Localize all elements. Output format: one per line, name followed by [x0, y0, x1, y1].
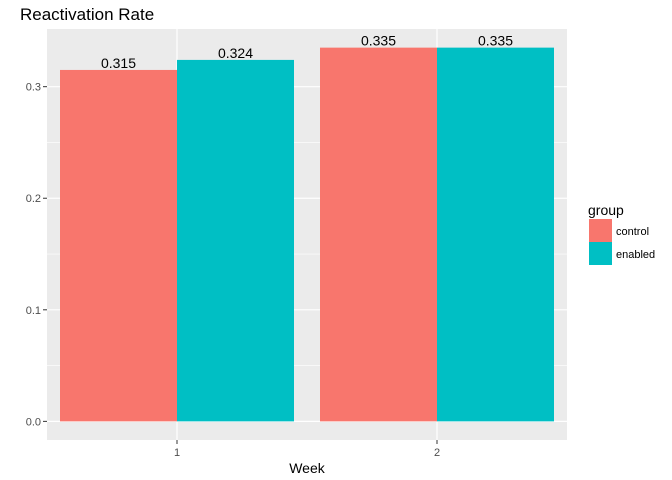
data-label: 0.335 [478, 33, 513, 49]
bars [60, 47, 554, 422]
data-labels: 0.315 0.324 0.335 0.335 [101, 33, 513, 71]
x-tick-label: 2 [434, 447, 440, 459]
chart-title: Reactivation Rate [20, 5, 154, 24]
data-label: 0.335 [361, 33, 396, 49]
legend-label: control [616, 226, 649, 238]
legend-key-control [589, 219, 612, 242]
legend-title: group [588, 202, 624, 218]
y-tick-label: 0.2 [26, 193, 41, 205]
y-tick-label: 0.1 [26, 305, 41, 317]
y-tick-label: 0.0 [26, 416, 41, 428]
y-tick-label: 0.3 [26, 82, 41, 94]
data-label: 0.324 [218, 45, 253, 61]
legend: group control enabled [588, 202, 655, 265]
data-label: 0.315 [101, 55, 136, 71]
legend-label: enabled [616, 249, 655, 261]
x-tick-label: 1 [174, 447, 180, 459]
y-axis-ticks: 0.0 0.1 0.2 0.3 [26, 82, 47, 428]
bar-control [320, 47, 437, 422]
legend-key-enabled [589, 242, 612, 265]
bar-enabled [177, 59, 294, 422]
bar-control [60, 69, 177, 422]
bar-enabled [437, 47, 554, 422]
x-axis-label: Week [289, 460, 326, 476]
